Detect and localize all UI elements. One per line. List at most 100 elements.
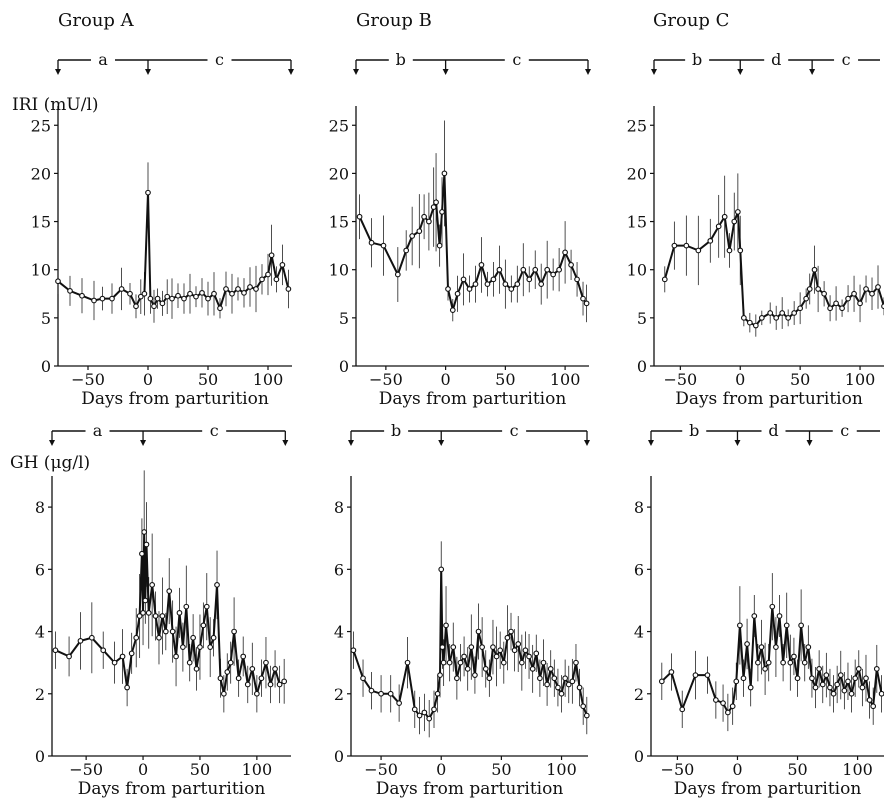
x-tick-label: −50 xyxy=(661,760,695,779)
data-point xyxy=(776,613,783,619)
data-point xyxy=(791,310,798,316)
period-arrow-head xyxy=(809,69,816,75)
period-arrow-head xyxy=(348,440,354,446)
data-point xyxy=(229,290,235,297)
data-point xyxy=(658,678,665,685)
data-point xyxy=(200,622,207,629)
period-label: c xyxy=(215,50,224,69)
y-tick-label: 6 xyxy=(634,560,644,579)
data-point xyxy=(141,529,148,535)
data-point xyxy=(193,666,200,672)
y-tick-label: 25 xyxy=(329,116,349,135)
data-point xyxy=(443,622,449,629)
data-point xyxy=(866,697,873,703)
data-point xyxy=(562,675,568,682)
period-label: a xyxy=(98,50,108,69)
data-point xyxy=(508,286,515,292)
data-point xyxy=(486,675,493,682)
data-point xyxy=(830,690,837,697)
data-point xyxy=(845,295,851,302)
data-point xyxy=(574,276,580,283)
data-point xyxy=(66,653,72,660)
data-point xyxy=(111,659,118,666)
period-arrow-head xyxy=(648,440,654,446)
data-point xyxy=(671,242,678,249)
data-point xyxy=(735,209,741,215)
data-point xyxy=(779,310,786,316)
data-point xyxy=(744,641,750,647)
y-tick-label: 25 xyxy=(627,116,647,135)
y-tick-label: 0 xyxy=(634,747,644,766)
data-point xyxy=(475,628,482,635)
data-point xyxy=(773,644,779,650)
data-point xyxy=(511,647,518,654)
y-tick-label: 8 xyxy=(35,498,45,517)
data-point xyxy=(484,281,491,287)
data-point xyxy=(787,659,794,666)
data-point xyxy=(394,271,401,278)
figure-labels: Group A Group B Group C IRI (mU/l) GH (μ… xyxy=(10,10,729,473)
x-axis-label: Days from parturition xyxy=(675,389,863,409)
period-label: b xyxy=(689,421,699,440)
data-point xyxy=(166,588,173,594)
data-point xyxy=(812,684,819,691)
data-point xyxy=(79,292,85,299)
data-point xyxy=(526,276,533,283)
data-point xyxy=(109,295,115,302)
data-point xyxy=(857,300,863,307)
data-point xyxy=(794,675,801,682)
data-point xyxy=(449,307,456,313)
data-point xyxy=(211,290,217,297)
data-point xyxy=(490,276,497,283)
data-point xyxy=(816,666,822,672)
data-point xyxy=(221,690,227,697)
data-point xyxy=(380,242,387,249)
data-point xyxy=(145,610,152,616)
data-point xyxy=(875,284,881,290)
period-label: b xyxy=(396,50,406,69)
data-point xyxy=(762,666,768,672)
data-point xyxy=(823,672,830,678)
data-point xyxy=(500,659,507,666)
data-point xyxy=(479,644,485,650)
data-point xyxy=(695,247,702,254)
x-axis-label: Days from parturition xyxy=(78,779,266,799)
data-point xyxy=(785,315,792,321)
x-tick-label: 100 xyxy=(842,760,873,779)
data-point xyxy=(550,271,557,278)
data-point xyxy=(721,213,728,220)
data-point xyxy=(661,276,668,283)
x-tick-label: 50 xyxy=(790,370,810,389)
data-point xyxy=(537,675,543,682)
y-tick-label: 2 xyxy=(634,685,644,704)
data-point xyxy=(441,170,448,177)
data-point xyxy=(169,628,176,635)
data-point xyxy=(133,634,140,641)
x-tick-label: 50 xyxy=(495,370,515,389)
data-point xyxy=(845,678,851,685)
data-point xyxy=(821,290,827,297)
data-point xyxy=(378,690,384,697)
data-point xyxy=(426,715,433,722)
x-axis-label: Days from parturition xyxy=(674,779,862,799)
y-tick-label: 10 xyxy=(627,261,647,280)
data-point xyxy=(426,218,432,225)
x-tick-label: 100 xyxy=(550,370,581,389)
data-point xyxy=(159,613,166,619)
data-point xyxy=(67,288,73,294)
x-axis-label: Days from parturition xyxy=(379,389,567,409)
data-point xyxy=(834,681,841,688)
data-point xyxy=(149,582,156,588)
x-tick-label: −50 xyxy=(663,370,697,389)
data-point xyxy=(841,687,848,694)
data-point xyxy=(855,666,862,672)
data-point xyxy=(791,653,797,660)
data-point xyxy=(214,582,220,588)
data-point xyxy=(411,706,418,713)
data-point xyxy=(173,653,179,660)
data-point xyxy=(859,684,866,691)
data-line xyxy=(352,569,588,721)
data-point xyxy=(199,289,205,296)
data-point xyxy=(356,213,363,220)
